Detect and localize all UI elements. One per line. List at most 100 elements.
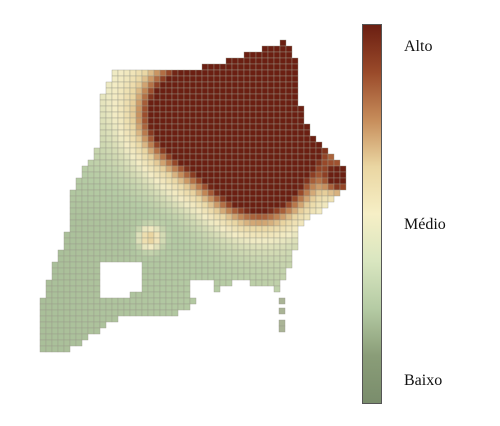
map-cell xyxy=(100,304,106,310)
map-cell xyxy=(148,160,154,166)
map-cell xyxy=(214,166,220,172)
map-cell xyxy=(160,160,166,166)
map-cell xyxy=(88,178,94,184)
map-cell xyxy=(250,124,256,130)
map-cell xyxy=(214,88,220,94)
map-cell xyxy=(286,220,292,226)
map-cell xyxy=(238,112,244,118)
map-cell xyxy=(316,202,322,208)
map-cell xyxy=(142,94,148,100)
map-cell xyxy=(226,196,232,202)
map-cell xyxy=(292,154,298,160)
map-cell xyxy=(112,172,118,178)
map-cell xyxy=(88,184,94,190)
map-cell xyxy=(232,232,238,238)
map-cell xyxy=(292,136,298,142)
map-cell xyxy=(82,184,88,190)
map-cell xyxy=(256,70,262,76)
map-cell xyxy=(154,136,160,142)
map-cell xyxy=(214,100,220,106)
map-cell xyxy=(64,286,70,292)
map-cell xyxy=(76,262,82,268)
map-cell xyxy=(214,106,220,112)
map-cell xyxy=(178,70,184,76)
map-cell xyxy=(88,190,94,196)
map-cell xyxy=(280,226,286,232)
map-cell xyxy=(244,202,250,208)
map-cell xyxy=(286,136,292,142)
map-cell xyxy=(166,256,172,262)
map-cell xyxy=(292,82,298,88)
map-cell xyxy=(196,178,202,184)
map-cell xyxy=(202,166,208,172)
map-cell xyxy=(76,196,82,202)
map-cell xyxy=(124,112,130,118)
map-cell xyxy=(178,232,184,238)
map-cell xyxy=(154,148,160,154)
map-cell xyxy=(274,256,280,262)
map-cell xyxy=(160,250,166,256)
map-cell xyxy=(178,112,184,118)
map-cell xyxy=(220,94,226,100)
map-cell xyxy=(184,76,190,82)
map-cell xyxy=(250,88,256,94)
map-cell xyxy=(244,124,250,130)
map-cell xyxy=(208,202,214,208)
map-cell xyxy=(244,214,250,220)
map-cell xyxy=(196,124,202,130)
map-cell xyxy=(82,220,88,226)
map-cell xyxy=(184,190,190,196)
map-cell xyxy=(214,268,220,274)
map-cell xyxy=(130,112,136,118)
map-cell xyxy=(148,118,154,124)
map-cell xyxy=(106,154,112,160)
map-cell xyxy=(118,250,124,256)
map-cell xyxy=(154,184,160,190)
map-cell xyxy=(184,244,190,250)
map-cell xyxy=(76,226,82,232)
map-cell xyxy=(160,280,166,286)
map-cell xyxy=(292,172,298,178)
map-cell xyxy=(250,106,256,112)
map-cell xyxy=(124,196,130,202)
map-cell xyxy=(112,304,118,310)
map-cell xyxy=(118,190,124,196)
map-cell xyxy=(136,304,142,310)
map-cell xyxy=(130,214,136,220)
map-cell xyxy=(154,220,160,226)
map-cell xyxy=(100,316,106,322)
map-cell xyxy=(298,106,304,112)
map-cell xyxy=(166,184,172,190)
map-cell xyxy=(82,196,88,202)
map-cell xyxy=(58,268,64,274)
map-cell xyxy=(322,196,328,202)
map-cell xyxy=(256,262,262,268)
map-cell xyxy=(166,82,172,88)
map-cell xyxy=(268,76,274,82)
map-cell xyxy=(190,136,196,142)
map-cell xyxy=(298,154,304,160)
map-cell xyxy=(244,220,250,226)
map-cell xyxy=(190,196,196,202)
map-cell xyxy=(130,256,136,262)
map-cell xyxy=(160,172,166,178)
map-cell xyxy=(124,154,130,160)
map-cell xyxy=(208,166,214,172)
legend-label-high: Alto xyxy=(404,38,432,56)
map-cell xyxy=(256,94,262,100)
map-cell xyxy=(238,124,244,130)
map-cell xyxy=(106,226,112,232)
map-cell xyxy=(154,202,160,208)
map-cell xyxy=(148,112,154,118)
map-cell xyxy=(106,142,112,148)
map-cell xyxy=(166,232,172,238)
map-cell xyxy=(130,88,136,94)
map-cell xyxy=(58,340,64,346)
map-cell xyxy=(190,202,196,208)
map-cell xyxy=(190,112,196,118)
map-cell xyxy=(292,70,298,76)
map-cell xyxy=(184,280,190,286)
map-cell xyxy=(286,142,292,148)
map-cell xyxy=(124,304,130,310)
map-cell xyxy=(208,220,214,226)
